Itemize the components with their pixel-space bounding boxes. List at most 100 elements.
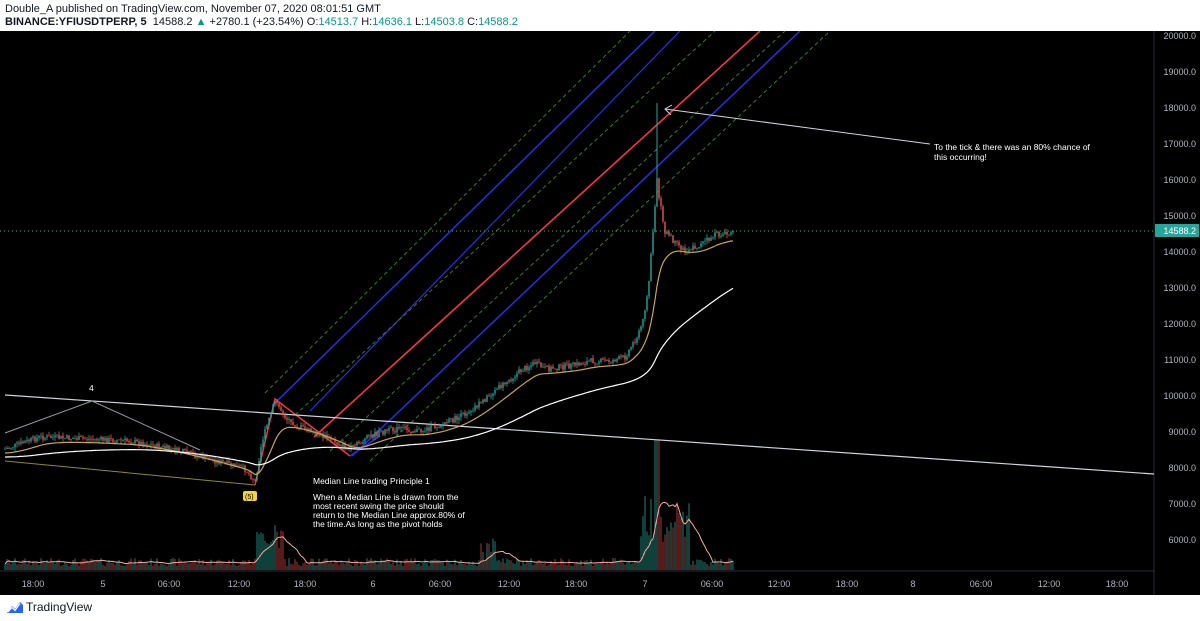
candle-body [418,428,420,430]
volume-bar [732,560,734,570]
candle-body [276,401,278,404]
volume-bar [372,560,374,570]
pitchfork[interactable] [254,31,831,486]
candle-body [104,437,106,441]
close-value: 14588.2 [478,16,518,28]
principle-title[interactable]: Median Line trading Principle 1 [313,476,430,486]
wave-4-lines[interactable] [4,400,201,451]
symbol-ohlc-line: BINANCE:YFIUSDTPERP, 5 14588.2 ▲ +2780.1… [5,16,518,28]
candle-body [668,231,670,236]
tick-note-line1[interactable]: To the tick & there was an 80% chance of [934,142,1091,152]
volume-bar [418,563,420,570]
tradingview-brand[interactable]: TradingView [26,600,93,614]
volume-bar [182,563,184,570]
candle-body [408,430,410,432]
volume-bar [260,532,262,570]
pivot-marker-label: (5) [245,494,254,501]
tradingview-logo-icon[interactable] [6,600,24,614]
candle-body [630,347,632,350]
volume-bar [56,560,58,570]
volume-bar [78,565,80,570]
candle-body [30,437,32,442]
candle-body [252,479,254,480]
candle-body [720,236,722,238]
candle-body [658,178,660,199]
candle-body [96,438,98,441]
dashed-line-3[interactable] [329,31,786,452]
candle-body [624,355,626,360]
outer-dashed-line-1[interactable] [264,31,631,394]
volume-bar [686,515,688,570]
volume-bar [544,562,546,570]
candle-body [480,401,482,403]
ema-fast-line [4,240,734,476]
median-line[interactable] [313,31,761,438]
price-chart[interactable]: 20000.0 19000.0 18000.0 17000.0 16000.0 15000… [0,31,1200,595]
candle-body [212,458,214,460]
candle-body [200,454,202,457]
candle-body [706,237,708,241]
volume-bar [190,562,192,570]
inner-parallel-line[interactable] [309,31,681,412]
principle-line2[interactable]: most recent swing the price should [313,501,444,511]
pivot-marker-badge[interactable] [243,491,257,501]
volume-bar [126,564,128,570]
candle-body [530,365,532,368]
callout-arrow-line[interactable] [664,108,931,145]
candle-body [482,399,484,403]
principle-line1[interactable]: When a Median Line is drawn from the [313,492,459,502]
candlestick-series[interactable] [4,103,734,483]
candle-body [620,356,622,358]
candle-body [294,425,296,427]
volume-bar [562,560,564,570]
volume-bar [704,562,706,570]
volume-bar [442,562,444,570]
volume-bar [614,558,616,570]
volume-bar [454,559,456,570]
pivot-triangle[interactable] [254,397,351,486]
volume-bar [50,558,52,570]
chart-canvas[interactable]: 20000.0 19000.0 18000.0 17000.0 16000.0 15000… [0,31,1200,595]
wave-4-label[interactable]: 4 [89,383,94,393]
volume-bar [142,563,144,570]
open-label: O: [306,16,319,28]
volume-bar [92,559,94,570]
volume-bar [564,564,566,570]
upper-parallel-line[interactable] [274,31,656,404]
candle-body [80,436,82,437]
wave-lower-line[interactable] [4,460,256,486]
volume-bar [10,564,12,570]
time-tick-label: 12:00 [768,579,791,589]
principle-line4[interactable]: the time.As long as the pivot holds [313,519,442,529]
volume-bar [700,559,702,570]
lower-parallel-line[interactable] [351,31,801,457]
volume-bar [714,558,716,570]
candle-body [684,247,686,252]
symbol-name[interactable]: BINANCE:YFIUSDTPERP, 5 [5,16,147,28]
volume-bar [246,563,248,570]
dashed-line-2[interactable] [294,31,716,416]
volume-bar [490,552,492,570]
candle-body [12,447,14,449]
candle-body [464,412,466,416]
candle-body [206,455,208,458]
candle-body [564,363,566,370]
volume-bar [604,564,606,570]
candle-body [348,447,350,449]
volume-bar [554,558,556,570]
candle-body [286,418,288,420]
volume-bar [152,565,154,570]
tick-note-line2[interactable]: this occurring! [934,152,987,162]
descending-trendline[interactable] [4,394,1155,475]
principle-line3[interactable]: return to the Median Line approx.80% of [313,510,465,520]
volume-bar [368,560,370,570]
candle-body [292,421,294,426]
volume-bar [578,563,580,570]
candle-body [16,442,18,444]
candle-body [124,438,126,441]
dashed-line-4[interactable] [369,31,831,462]
volume-bar [62,564,64,570]
volume-bar [394,565,396,570]
price-axis-panel[interactable] [1154,31,1200,595]
volume-bar [586,560,588,570]
